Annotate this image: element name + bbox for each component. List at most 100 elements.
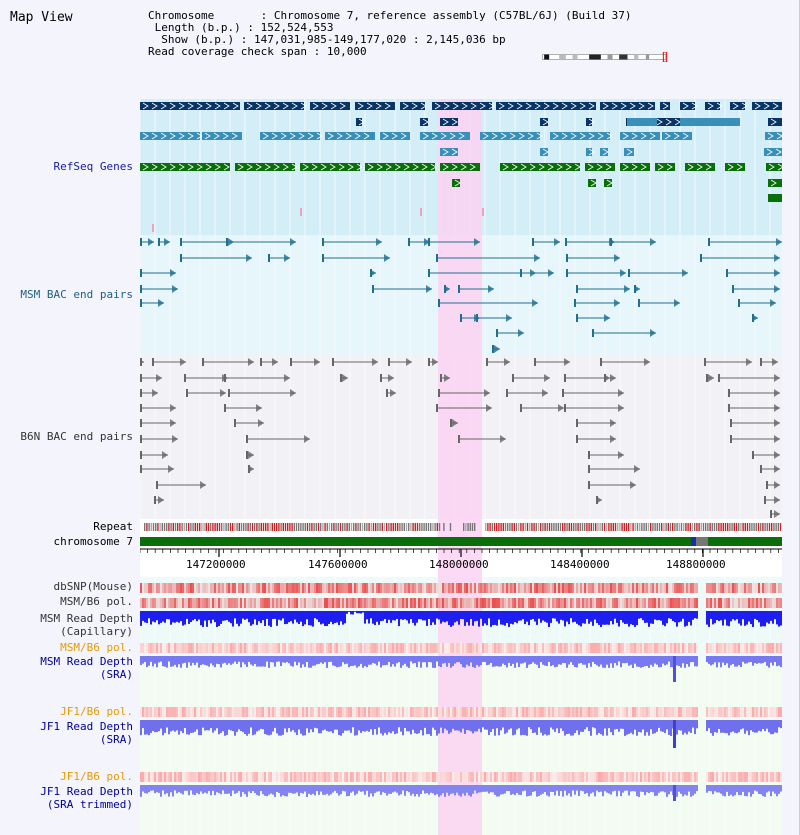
heatmap-cell — [302, 583, 304, 593]
depth-bar — [420, 611, 422, 620]
depth-bar — [290, 611, 292, 622]
heatmap-cell — [286, 772, 288, 782]
heatmap-cell — [452, 643, 454, 653]
repeat-label[interactable]: Repeat — [93, 520, 133, 533]
heatmap-cell — [610, 583, 612, 593]
depth-bar — [562, 656, 564, 663]
heatmap-cell — [330, 598, 332, 608]
repeat-element — [390, 523, 392, 531]
chromosome-ideogram[interactable] — [530, 52, 680, 62]
depth-bar — [312, 785, 314, 794]
msm-b6-pol-sra-label[interactable]: MSM/B6 pol. — [60, 641, 133, 654]
dbsnp-label[interactable]: dbSNP(Mouse) — [53, 580, 133, 593]
depth-bar — [246, 785, 248, 797]
heatmap-cell — [642, 643, 644, 653]
heatmap-cell — [686, 598, 688, 608]
heatmap-cell — [168, 772, 170, 782]
depth-bar — [222, 785, 224, 791]
depth-bar — [728, 720, 730, 736]
heatmap-cell — [328, 598, 330, 608]
depth-bar — [272, 785, 274, 795]
bac-end-mark — [388, 358, 390, 366]
msm-b6-pol-label[interactable]: MSM/B6 pol. — [60, 595, 133, 608]
heatmap-cell — [202, 707, 204, 717]
depth-bar — [182, 656, 184, 664]
depth-bar — [162, 611, 164, 622]
heatmap-cell — [644, 598, 646, 608]
depth-bar — [258, 611, 260, 622]
repeat-element — [548, 523, 551, 531]
depth-bar — [224, 611, 226, 621]
heatmap-cell — [468, 643, 470, 653]
jf1-depth-label-1[interactable]: JF1 Read Depth — [40, 720, 133, 733]
depth-bar — [682, 785, 684, 797]
heatmap-cell — [144, 643, 146, 653]
repeat-element — [625, 523, 628, 531]
depth-bar — [540, 785, 542, 795]
heatmap-cell — [648, 583, 650, 593]
heatmap-cell — [586, 772, 588, 782]
depth-bar — [574, 720, 576, 733]
b6n-bac-label[interactable]: B6N BAC end pairs — [20, 430, 133, 443]
depth-bar — [300, 611, 302, 622]
gene-feature — [420, 132, 470, 140]
depth-bar — [608, 611, 610, 625]
depth-bar — [572, 656, 574, 665]
heatmap-cell — [232, 643, 234, 653]
heatmap-cell — [400, 707, 402, 717]
depth-bar — [672, 611, 674, 621]
heatmap-cell — [712, 583, 714, 593]
depth-bar — [558, 611, 560, 624]
bac-end-arrow — [388, 374, 394, 382]
chromosome-track-label[interactable]: chromosome 7 — [53, 535, 133, 548]
heatmap-cell — [168, 598, 170, 608]
heatmap-cell — [546, 707, 548, 717]
depth-bar — [686, 785, 688, 796]
heatmap-cell — [172, 598, 174, 608]
heatmap-cell — [284, 707, 286, 717]
heatmap-cell — [280, 583, 282, 593]
heatmap-cell — [670, 643, 672, 653]
repeat-element — [234, 523, 236, 531]
depth-bar — [370, 720, 372, 730]
heatmap-cell — [688, 643, 690, 653]
repeat-element — [298, 523, 300, 531]
msm-bac-label[interactable]: MSM BAC end pairs — [20, 288, 133, 301]
heatmap-cell — [160, 772, 162, 782]
heatmap-cell — [452, 598, 454, 608]
depth-bar — [760, 720, 762, 732]
jf1-b6-pol-label[interactable]: JF1/B6 pol. — [60, 705, 133, 718]
heatmap-cell — [776, 598, 778, 608]
depth-bar — [614, 785, 616, 791]
repeat-element — [768, 523, 771, 531]
msm-depth-sra-label-1[interactable]: MSM Read Depth — [40, 655, 133, 668]
repeat-element — [467, 523, 469, 531]
heatmap-cell — [418, 583, 420, 593]
heatmap-cell — [170, 583, 172, 593]
msm-depth-capillary-label-1[interactable]: MSM Read Depth — [40, 612, 133, 625]
genome-tracks[interactable] — [140, 99, 782, 835]
jf1-trimmed-label-1[interactable]: JF1 Read Depth — [40, 785, 133, 798]
repeat-element — [588, 523, 590, 531]
refseq-genes-label[interactable]: RefSeq Genes — [53, 160, 133, 173]
depth-bar — [662, 785, 664, 792]
heatmap-cell — [740, 583, 742, 593]
heatmap-cell — [444, 598, 446, 608]
heatmap-cell — [648, 643, 650, 653]
depth-bar — [770, 611, 772, 621]
depth-bar — [556, 720, 558, 729]
depth-bar — [296, 720, 298, 735]
repeat-element — [289, 523, 291, 531]
heatmap-cell — [750, 643, 752, 653]
depth-bar — [336, 656, 338, 668]
heatmap-cell — [756, 707, 758, 717]
depth-bar — [324, 656, 326, 663]
heatmap-cell — [646, 707, 648, 717]
heatmap-cell — [712, 598, 714, 608]
repeat-element — [425, 523, 427, 531]
heatmap-cell — [708, 707, 710, 717]
jf1-b6-pol-trimmed-label[interactable]: JF1/B6 pol. — [60, 770, 133, 783]
depth-bar — [200, 785, 202, 792]
heatmap-cell — [622, 643, 624, 653]
depth-bar — [696, 720, 698, 729]
